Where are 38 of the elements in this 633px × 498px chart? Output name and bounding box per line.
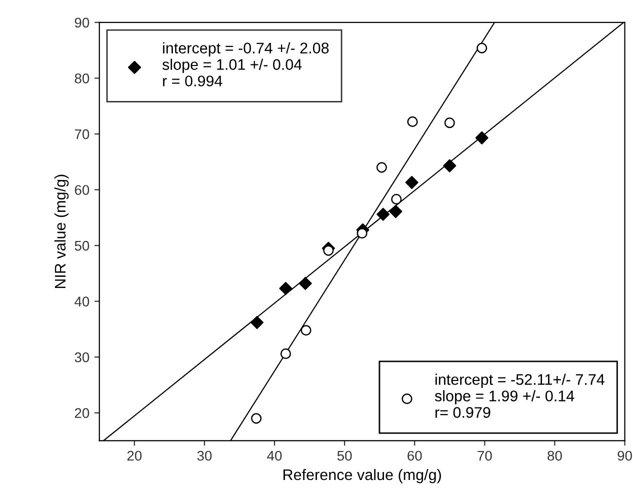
- x-tick-label: 80: [548, 450, 562, 461]
- x-axis-title: Reference value (mg/g): [284, 468, 441, 484]
- point: [444, 118, 455, 128]
- point: [443, 159, 456, 172]
- point: [279, 282, 292, 295]
- point: [250, 316, 264, 329]
- point: [389, 204, 402, 218]
- y-tick-label: 50: [74, 240, 90, 251]
- x-tick-label: 20: [127, 450, 142, 461]
- y-tick-label: 20: [74, 408, 90, 418]
- x-tick-label: 70: [478, 450, 492, 461]
- x-tick-label: 30: [197, 450, 212, 461]
- point: [475, 131, 488, 144]
- legend-label: intercept = -52.11+/- 7.74 slope = 1.99 +/- 0.14 r= 0.979: [434, 374, 604, 418]
- x-tick-label: 60: [408, 450, 422, 461]
- y-axis-title: NIR value (mg/g): [54, 174, 69, 288]
- point: [280, 348, 292, 360]
- point: [298, 276, 312, 290]
- point: [407, 116, 418, 127]
- x-tick-label: 90: [618, 450, 632, 461]
- y-tick-label: 30: [74, 352, 90, 362]
- y-tick-label: 40: [74, 296, 90, 306]
- y-tick-label: 70: [74, 129, 90, 140]
- y-tick-label: 60: [74, 185, 90, 195]
- x-tick-label: 50: [337, 450, 352, 461]
- point: [405, 176, 418, 190]
- y-tick-label: 90: [74, 18, 90, 28]
- point: [251, 413, 262, 424]
- point: [300, 325, 312, 336]
- x-tick-label: 40: [267, 450, 282, 461]
- point: [391, 194, 402, 205]
- point: [323, 245, 334, 256]
- point: [376, 162, 387, 173]
- legend-label: intercept = -0.74 +/- 2.08 slope = 1.01 +/- 0.04 r = 0.994: [162, 42, 329, 86]
- point: [376, 208, 390, 221]
- point: [476, 42, 488, 54]
- point: [356, 228, 368, 239]
- y-tick-label: 80: [74, 74, 90, 84]
